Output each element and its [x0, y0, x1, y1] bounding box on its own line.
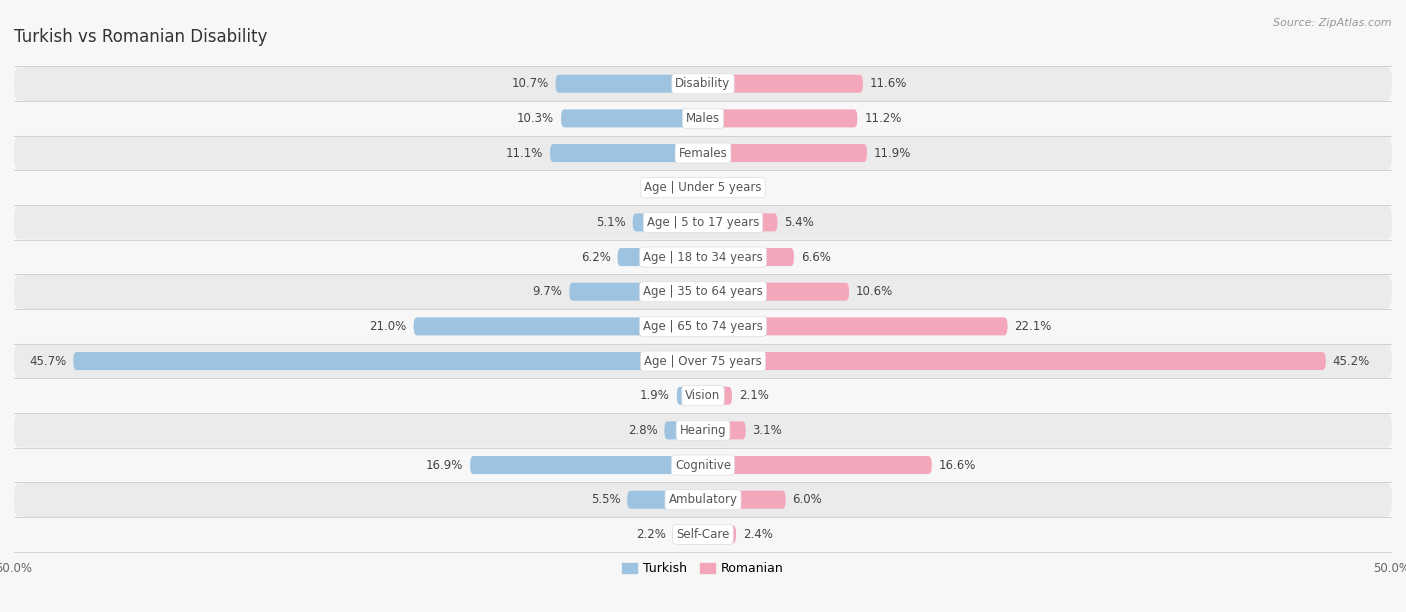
Text: Disability: Disability: [675, 77, 731, 90]
Text: 2.2%: 2.2%: [636, 528, 666, 541]
Text: 16.9%: 16.9%: [426, 458, 463, 472]
FancyBboxPatch shape: [703, 352, 1326, 370]
Text: Males: Males: [686, 112, 720, 125]
Text: Age | Under 5 years: Age | Under 5 years: [644, 181, 762, 194]
Text: 5.4%: 5.4%: [785, 216, 814, 229]
Text: Vision: Vision: [685, 389, 721, 402]
FancyBboxPatch shape: [14, 66, 1392, 101]
FancyBboxPatch shape: [703, 525, 737, 543]
Text: 22.1%: 22.1%: [1014, 320, 1052, 333]
FancyBboxPatch shape: [14, 274, 1392, 309]
Text: 45.7%: 45.7%: [30, 354, 66, 368]
FancyBboxPatch shape: [703, 283, 849, 300]
FancyBboxPatch shape: [703, 110, 858, 127]
Text: 6.0%: 6.0%: [793, 493, 823, 506]
FancyBboxPatch shape: [703, 318, 1008, 335]
FancyBboxPatch shape: [672, 525, 703, 543]
FancyBboxPatch shape: [569, 283, 703, 300]
FancyBboxPatch shape: [703, 144, 868, 162]
Text: Turkish vs Romanian Disability: Turkish vs Romanian Disability: [14, 28, 267, 46]
FancyBboxPatch shape: [14, 344, 1392, 378]
Text: 9.7%: 9.7%: [533, 285, 562, 298]
Text: 16.6%: 16.6%: [939, 458, 976, 472]
Text: 10.6%: 10.6%: [856, 285, 893, 298]
FancyBboxPatch shape: [665, 422, 703, 439]
FancyBboxPatch shape: [14, 482, 1392, 517]
Text: Cognitive: Cognitive: [675, 458, 731, 472]
Text: Hearing: Hearing: [679, 424, 727, 437]
FancyBboxPatch shape: [703, 456, 932, 474]
FancyBboxPatch shape: [14, 240, 1392, 274]
FancyBboxPatch shape: [14, 136, 1392, 170]
Text: Age | 65 to 74 years: Age | 65 to 74 years: [643, 320, 763, 333]
FancyBboxPatch shape: [676, 387, 703, 405]
Text: 5.1%: 5.1%: [596, 216, 626, 229]
FancyBboxPatch shape: [14, 448, 1392, 482]
Text: 11.6%: 11.6%: [870, 77, 907, 90]
Text: 6.2%: 6.2%: [581, 250, 610, 264]
Text: 10.3%: 10.3%: [517, 112, 554, 125]
Text: Age | 35 to 64 years: Age | 35 to 64 years: [643, 285, 763, 298]
Text: 6.6%: 6.6%: [801, 250, 831, 264]
Text: 2.1%: 2.1%: [738, 389, 769, 402]
Text: 2.4%: 2.4%: [742, 528, 773, 541]
FancyBboxPatch shape: [703, 248, 794, 266]
Text: Ambulatory: Ambulatory: [668, 493, 738, 506]
FancyBboxPatch shape: [14, 170, 1392, 205]
FancyBboxPatch shape: [561, 110, 703, 127]
FancyBboxPatch shape: [470, 456, 703, 474]
Text: 1.1%: 1.1%: [651, 181, 681, 194]
FancyBboxPatch shape: [14, 413, 1392, 448]
Text: 3.1%: 3.1%: [752, 424, 782, 437]
Legend: Turkish, Romanian: Turkish, Romanian: [617, 558, 789, 580]
Text: 21.0%: 21.0%: [370, 320, 406, 333]
FancyBboxPatch shape: [413, 318, 703, 335]
FancyBboxPatch shape: [688, 179, 703, 196]
FancyBboxPatch shape: [555, 75, 703, 93]
FancyBboxPatch shape: [703, 179, 721, 196]
FancyBboxPatch shape: [633, 214, 703, 231]
FancyBboxPatch shape: [703, 387, 733, 405]
FancyBboxPatch shape: [703, 75, 863, 93]
Text: 11.1%: 11.1%: [506, 146, 543, 160]
Text: 45.2%: 45.2%: [1333, 354, 1369, 368]
FancyBboxPatch shape: [14, 101, 1392, 136]
Text: Age | Over 75 years: Age | Over 75 years: [644, 354, 762, 368]
Text: Source: ZipAtlas.com: Source: ZipAtlas.com: [1274, 18, 1392, 28]
FancyBboxPatch shape: [73, 352, 703, 370]
FancyBboxPatch shape: [14, 205, 1392, 240]
Text: 5.5%: 5.5%: [591, 493, 620, 506]
Text: Self-Care: Self-Care: [676, 528, 730, 541]
Text: 1.3%: 1.3%: [728, 181, 758, 194]
FancyBboxPatch shape: [627, 491, 703, 509]
FancyBboxPatch shape: [703, 491, 786, 509]
Text: 2.8%: 2.8%: [628, 424, 658, 437]
Text: 11.2%: 11.2%: [865, 112, 901, 125]
FancyBboxPatch shape: [14, 378, 1392, 413]
Text: Age | 18 to 34 years: Age | 18 to 34 years: [643, 250, 763, 264]
Text: Age | 5 to 17 years: Age | 5 to 17 years: [647, 216, 759, 229]
Text: 11.9%: 11.9%: [875, 146, 911, 160]
Text: 10.7%: 10.7%: [512, 77, 548, 90]
FancyBboxPatch shape: [703, 422, 745, 439]
Text: 1.9%: 1.9%: [640, 389, 669, 402]
FancyBboxPatch shape: [550, 144, 703, 162]
FancyBboxPatch shape: [14, 309, 1392, 344]
FancyBboxPatch shape: [14, 517, 1392, 552]
Text: Females: Females: [679, 146, 727, 160]
FancyBboxPatch shape: [617, 248, 703, 266]
FancyBboxPatch shape: [703, 214, 778, 231]
